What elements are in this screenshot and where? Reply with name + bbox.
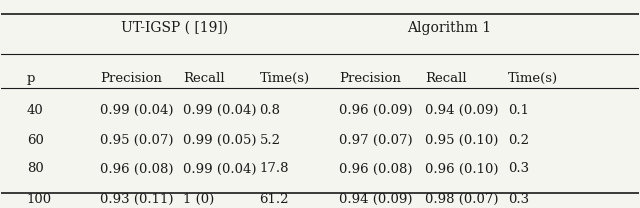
Text: Precision: Precision bbox=[339, 72, 401, 85]
Text: 0.1: 0.1 bbox=[508, 104, 529, 117]
Text: Precision: Precision bbox=[100, 72, 162, 85]
Text: 0.3: 0.3 bbox=[508, 162, 529, 176]
Text: 0.99 (0.04): 0.99 (0.04) bbox=[183, 162, 257, 176]
Text: 0.93 (0.11): 0.93 (0.11) bbox=[100, 193, 173, 206]
Text: Algorithm 1: Algorithm 1 bbox=[407, 21, 491, 35]
Text: 0.98 (0.07): 0.98 (0.07) bbox=[425, 193, 499, 206]
Text: 0.95 (0.07): 0.95 (0.07) bbox=[100, 134, 173, 147]
Text: 0.96 (0.10): 0.96 (0.10) bbox=[425, 162, 499, 176]
Text: 0.8: 0.8 bbox=[259, 104, 280, 117]
Text: 0.95 (0.10): 0.95 (0.10) bbox=[425, 134, 499, 147]
Text: Recall: Recall bbox=[425, 72, 467, 85]
Text: 0.99 (0.04): 0.99 (0.04) bbox=[183, 104, 257, 117]
Text: Time(s): Time(s) bbox=[508, 72, 558, 85]
Text: p: p bbox=[27, 72, 35, 85]
Text: 0.99 (0.05): 0.99 (0.05) bbox=[183, 134, 257, 147]
Text: 1 (0): 1 (0) bbox=[183, 193, 214, 206]
Text: 61.2: 61.2 bbox=[259, 193, 289, 206]
Text: 80: 80 bbox=[27, 162, 44, 176]
Text: 17.8: 17.8 bbox=[259, 162, 289, 176]
Text: 100: 100 bbox=[27, 193, 52, 206]
Text: 0.94 (0.09): 0.94 (0.09) bbox=[339, 193, 413, 206]
Text: 0.96 (0.08): 0.96 (0.08) bbox=[100, 162, 173, 176]
Text: 0.97 (0.07): 0.97 (0.07) bbox=[339, 134, 413, 147]
Text: 5.2: 5.2 bbox=[259, 134, 280, 147]
Text: 0.96 (0.09): 0.96 (0.09) bbox=[339, 104, 413, 117]
Text: 40: 40 bbox=[27, 104, 44, 117]
Text: Time(s): Time(s) bbox=[259, 72, 310, 85]
Text: 0.2: 0.2 bbox=[508, 134, 529, 147]
Text: 0.3: 0.3 bbox=[508, 193, 529, 206]
Text: UT-IGSP ( [19]): UT-IGSP ( [19]) bbox=[122, 21, 228, 35]
Text: 0.96 (0.08): 0.96 (0.08) bbox=[339, 162, 413, 176]
Text: 60: 60 bbox=[27, 134, 44, 147]
Text: Recall: Recall bbox=[183, 72, 225, 85]
Text: 0.94 (0.09): 0.94 (0.09) bbox=[425, 104, 499, 117]
Text: 0.99 (0.04): 0.99 (0.04) bbox=[100, 104, 173, 117]
